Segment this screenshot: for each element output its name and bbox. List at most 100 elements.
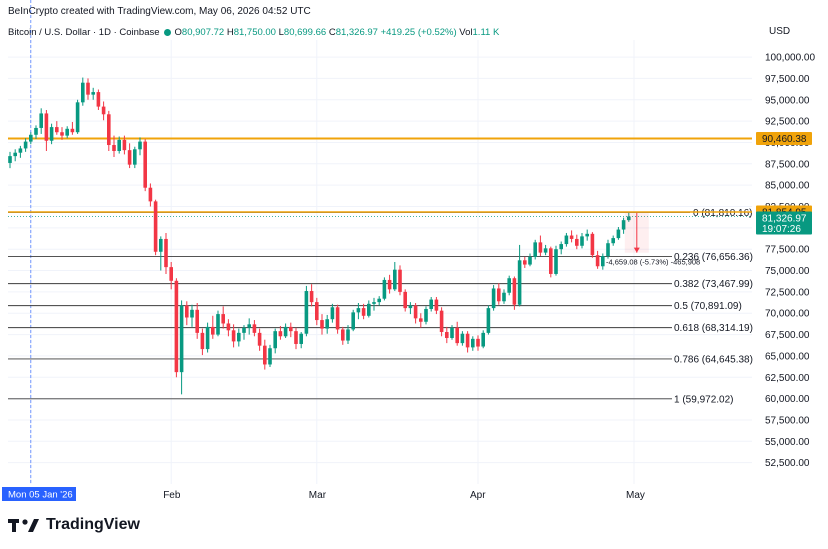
price-tick-label: 100,000.00 bbox=[765, 53, 815, 64]
candle-up bbox=[242, 327, 246, 333]
candle-down bbox=[221, 314, 225, 324]
grid bbox=[8, 0, 752, 484]
price-axis: 52,500.00 55,000.00 57,500.00 60,000.00 62,5… bbox=[756, 53, 815, 469]
currency-label: USD bbox=[769, 26, 790, 37]
price-tick-label: 70,000.00 bbox=[765, 309, 810, 320]
time-axis-crosshair-tag bbox=[2, 487, 76, 501]
time-axis-label: May bbox=[626, 490, 645, 501]
candle-down bbox=[127, 150, 132, 165]
candle-up bbox=[91, 92, 95, 95]
change-value: +419.25 (+0.52%) bbox=[380, 27, 457, 38]
price-tick-label: 52,500.00 bbox=[765, 458, 810, 469]
candle-down bbox=[101, 106, 106, 115]
fib-label-backdrop bbox=[672, 250, 754, 263]
price-tick-label: 92,500.00 bbox=[765, 117, 810, 128]
candle-up bbox=[408, 305, 413, 309]
open-value: 80,907.72 bbox=[181, 27, 225, 38]
candle-down bbox=[122, 139, 127, 151]
open-label: O bbox=[174, 27, 182, 38]
fib-level-label: 0 (81,810.16) bbox=[693, 208, 753, 219]
candle-down bbox=[434, 299, 439, 311]
candle-down bbox=[200, 332, 205, 350]
tradingview-logo[interactable]: TradingView bbox=[8, 516, 140, 534]
candle-up bbox=[18, 148, 23, 153]
candle-up bbox=[601, 256, 605, 267]
price-tick-label: 85,000.00 bbox=[765, 181, 810, 192]
candle-down bbox=[96, 92, 101, 107]
candle-down bbox=[309, 291, 314, 303]
candle-down bbox=[164, 238, 168, 268]
price-tick-label: 57,500.00 bbox=[765, 415, 810, 426]
candle-down bbox=[226, 323, 231, 331]
time-axis-label: Mar bbox=[309, 490, 327, 501]
candle-up bbox=[205, 326, 210, 350]
candle-up bbox=[507, 278, 511, 293]
candle-down bbox=[445, 332, 449, 338]
candle-down bbox=[153, 201, 158, 252]
candle-down bbox=[289, 326, 293, 332]
symbol-name[interactable]: Bitcoin / U.S. Dollar · 1D · Coinbase bbox=[8, 27, 160, 38]
high-label: H bbox=[226, 27, 234, 38]
candle-down bbox=[341, 329, 345, 341]
candle-down bbox=[413, 305, 418, 319]
candle-up bbox=[268, 348, 272, 365]
fib-level-label: 0.5 (70,891.09) bbox=[674, 301, 742, 312]
candles bbox=[8, 77, 631, 395]
candle-down bbox=[590, 233, 595, 256]
candle-up bbox=[372, 302, 376, 304]
candle-up bbox=[564, 235, 569, 245]
candle-down bbox=[361, 308, 366, 316]
candle-up bbox=[13, 152, 17, 157]
candle-up bbox=[81, 82, 85, 103]
candle-up bbox=[179, 305, 184, 373]
fib-level-label: 0.786 (64,645.38) bbox=[674, 354, 753, 365]
candle-down bbox=[320, 320, 324, 329]
candle-down bbox=[595, 255, 600, 267]
candle-down bbox=[419, 318, 423, 322]
price-tick-label: 60,000.00 bbox=[765, 394, 810, 405]
candle-up bbox=[8, 156, 12, 163]
candle-down bbox=[55, 127, 59, 133]
fib-level-label: 0.618 (68,314.19) bbox=[674, 323, 753, 334]
candle-down bbox=[263, 345, 267, 365]
candle-up bbox=[554, 249, 558, 274]
candle-up bbox=[34, 127, 38, 135]
candle-up bbox=[621, 220, 626, 230]
candle-down bbox=[497, 288, 501, 302]
candle-up bbox=[502, 292, 506, 302]
candle-down bbox=[398, 269, 402, 292]
candle-down bbox=[112, 145, 116, 151]
tradingview-logo-icon bbox=[8, 519, 39, 532]
fib-label-backdrop bbox=[672, 321, 754, 334]
candle-up bbox=[23, 141, 28, 149]
candle-up bbox=[237, 332, 241, 342]
candle-down bbox=[439, 310, 444, 333]
candle-up bbox=[304, 291, 309, 334]
candle-down bbox=[523, 260, 527, 265]
close-value: 81,326.97 bbox=[335, 27, 378, 38]
candle-down bbox=[549, 248, 553, 274]
low-value: 80,699.66 bbox=[283, 27, 327, 38]
candle-up bbox=[460, 333, 465, 344]
candle-up bbox=[273, 331, 277, 349]
fib-level-label: 0.382 (73,467.99) bbox=[674, 279, 753, 290]
candle-up bbox=[533, 242, 537, 257]
price-tick-label: 75,000.00 bbox=[765, 266, 810, 277]
candle-up bbox=[216, 314, 220, 335]
candle-up bbox=[325, 319, 329, 329]
candle-up bbox=[133, 149, 137, 165]
candle-up bbox=[49, 127, 54, 141]
candle-down bbox=[278, 331, 283, 337]
candle-up bbox=[471, 338, 475, 348]
candle-down bbox=[403, 291, 407, 309]
candle-down bbox=[70, 128, 75, 133]
candle-up bbox=[159, 238, 163, 252]
candle-down bbox=[476, 338, 480, 347]
candle-up bbox=[377, 298, 381, 303]
fib-label-backdrop bbox=[672, 299, 754, 312]
close-label: C bbox=[328, 27, 336, 38]
fib-label-backdrop bbox=[672, 352, 754, 365]
candle-down bbox=[294, 331, 298, 344]
candle-up bbox=[429, 299, 433, 309]
